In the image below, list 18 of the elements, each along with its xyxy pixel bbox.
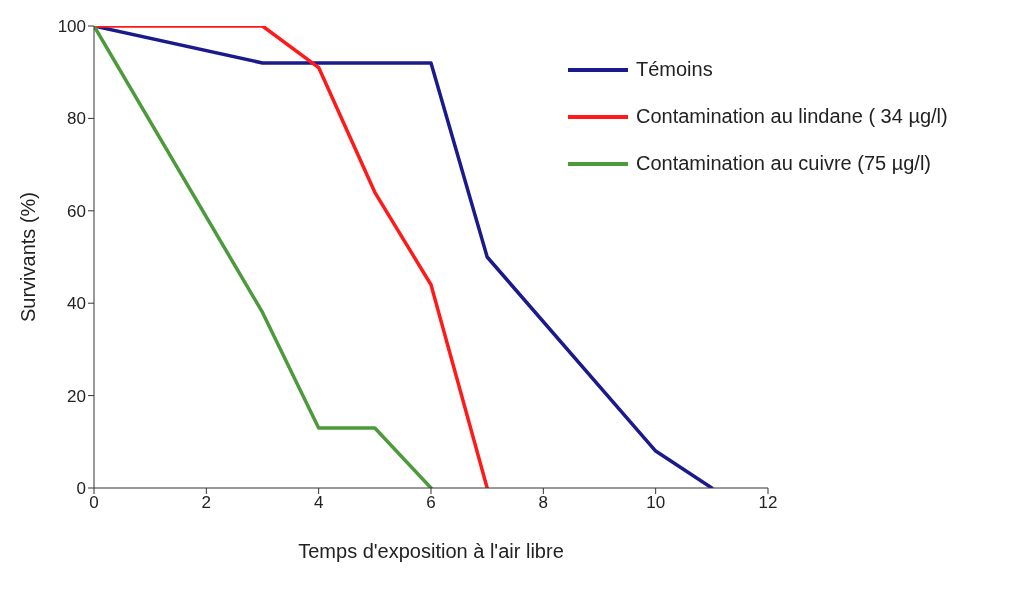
y-tick-label: 100 (57, 17, 86, 37)
x-tick-label: 4 (313, 493, 324, 513)
x-tick-label: 0 (89, 493, 99, 513)
x-axis-title: Temps d'exposition à l'air libre (298, 540, 564, 562)
y-tick-label: 60 (67, 201, 86, 221)
x-tick-label: 8 (538, 493, 549, 513)
x-tick-label: 12 (758, 493, 778, 513)
x-tick-label: 10 (646, 493, 666, 513)
legend-label: Contamination au cuivre (75 µg/l) (636, 152, 931, 175)
x-tick-label: 6 (426, 493, 436, 513)
y-tick-label: 0 (76, 479, 86, 499)
legend-label: Témoins (636, 58, 713, 81)
x-tick-label: 2 (201, 493, 212, 513)
legend-label: Contamination au lindane ( 34 µg/l) (636, 105, 948, 128)
y-axis-title: Survivants (%) (17, 191, 40, 323)
y-tick-label: 20 (67, 386, 86, 406)
y-tick-label: 80 (67, 109, 86, 129)
y-tick-label: 40 (67, 294, 86, 314)
